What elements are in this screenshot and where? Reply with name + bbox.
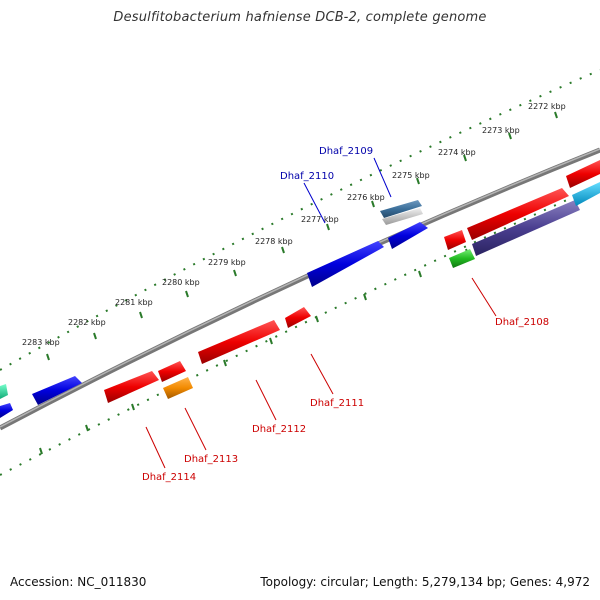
leader-dhaf-2113: [184, 407, 207, 451]
tick-label: 2273 kbp: [482, 126, 520, 135]
gene-red-upper-right-b[interactable]: [566, 160, 600, 188]
forward-genes: [0, 160, 600, 418]
label-dhaf-2114[interactable]: Dhaf_2114: [142, 472, 196, 483]
leader-dhaf-2111: [310, 353, 334, 395]
inner-tick-ring: [0, 184, 600, 476]
tick-label: 2276 kbp: [347, 193, 385, 202]
outer-major-ticks: [46, 111, 558, 361]
gene-blue-edge-arrow[interactable]: [0, 403, 13, 418]
label-dhaf-2111[interactable]: Dhaf_2111: [310, 398, 364, 409]
gene-dhaf-2109-arrow[interactable]: [388, 222, 428, 249]
gene-slate-long[interactable]: [472, 200, 580, 256]
gene-dhaf-2112-arrow[interactable]: [198, 320, 280, 364]
leader-dhaf-2114: [145, 426, 166, 469]
gene-dhaf-2108-green[interactable]: [449, 249, 475, 268]
label-dhaf-2110[interactable]: Dhaf_2110: [280, 171, 334, 182]
reverse-genes: [104, 182, 600, 403]
tick-label: 2283 kbp: [22, 338, 60, 347]
gene-teal-edge-arrow[interactable]: [0, 384, 8, 399]
leader-dhaf-2108: [471, 277, 497, 317]
tick-label: 2272 kbp: [528, 102, 566, 111]
tick-labels: 2272 kbp 2273 kbp 2274 kbp 2275 kbp 2276…: [22, 102, 566, 347]
label-leaders: [145, 157, 497, 469]
accession-text: Accession: NC_011830: [10, 575, 147, 589]
gene-steel[interactable]: [380, 200, 423, 225]
tick-label: 2278 kbp: [255, 237, 293, 246]
label-dhaf-2109[interactable]: Dhaf_2109: [319, 146, 373, 157]
leader-dhaf-2109: [373, 157, 392, 198]
tick-label: 2275 kbp: [392, 171, 430, 180]
tick-label: 2277 kbp: [301, 215, 339, 224]
gene-dhaf-2110-arrow[interactable]: [307, 241, 384, 287]
label-dhaf-2112[interactable]: Dhaf_2112: [252, 424, 306, 435]
tick-label: 2279 kbp: [208, 258, 246, 267]
gene-dhaf-2113-red-arrow[interactable]: [158, 361, 186, 382]
gene-red-small-arrow[interactable]: [444, 230, 466, 250]
genome-backbone: [0, 147, 600, 431]
leader-dhaf-2112: [255, 379, 277, 421]
gene-dhaf-2111-arrow[interactable]: [285, 307, 311, 328]
genome-summary-text: Topology: circular; Length: 5,279,134 bp…: [260, 575, 590, 589]
gene-dhaf-2113-orange[interactable]: [163, 377, 193, 399]
gene-red-upper-right-a[interactable]: [467, 188, 569, 240]
gene-dhaf-2114-arrow[interactable]: [104, 371, 159, 403]
tick-label: 2282 kbp: [68, 318, 106, 327]
label-dhaf-2113[interactable]: Dhaf_2113: [184, 454, 238, 465]
label-dhaf-2108[interactable]: Dhaf_2108: [495, 317, 549, 328]
gene-cyan-edge[interactable]: [572, 182, 600, 206]
tick-label: 2274 kbp: [438, 148, 476, 157]
gene-blue-left-arrow[interactable]: [32, 376, 82, 405]
map-title: Desulfitobacterium hafniense DCB-2, comp…: [113, 10, 487, 25]
gene-labels: Dhaf_2109 Dhaf_2110 Dhaf_2108 Dhaf_2111 …: [142, 146, 549, 483]
leader-dhaf-2110: [303, 182, 326, 224]
tick-label: 2280 kbp: [162, 278, 200, 287]
tick-label: 2281 kbp: [115, 298, 153, 307]
